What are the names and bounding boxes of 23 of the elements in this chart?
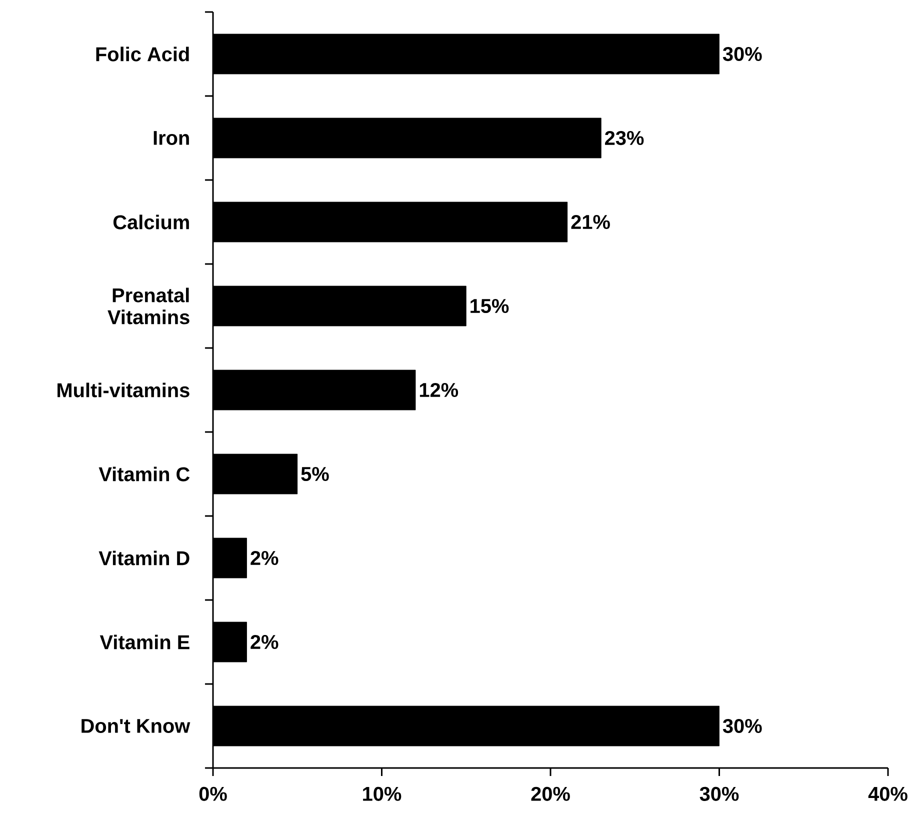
y-tick-label: Iron bbox=[154, 131, 189, 145]
y-tick-label: Vitamin E bbox=[100, 634, 190, 650]
data-label: 5% bbox=[301, 466, 329, 482]
x-tick-label: 40% bbox=[868, 786, 908, 801]
x-tick-label: 20% bbox=[531, 786, 570, 801]
y-tick-label: Vitamin D bbox=[98, 550, 190, 566]
data-label: 2% bbox=[250, 634, 278, 650]
x-tick-label: 30% bbox=[700, 786, 739, 801]
x-tick-label: 0% bbox=[199, 786, 227, 801]
x-tick-label: 10% bbox=[363, 786, 402, 801]
data-label: 15% bbox=[470, 298, 509, 314]
y-tick-label: Vitamin C bbox=[98, 466, 190, 482]
y-tick-label: Don't Know bbox=[82, 719, 190, 733]
data-label: 30% bbox=[722, 46, 762, 62]
data-label: 2% bbox=[250, 550, 278, 566]
y-tick-label: Calcium bbox=[113, 214, 189, 230]
y-tick-label: Multi-vitamins bbox=[58, 382, 190, 398]
data-label: 23% bbox=[605, 130, 644, 146]
data-label: 21% bbox=[571, 214, 610, 230]
y-tick-label: Prenatal Vitamins bbox=[108, 288, 190, 324]
y-tick-label: Folic Acid bbox=[96, 46, 189, 62]
data-label: 12% bbox=[420, 382, 458, 398]
data-label: 30% bbox=[722, 718, 762, 734]
